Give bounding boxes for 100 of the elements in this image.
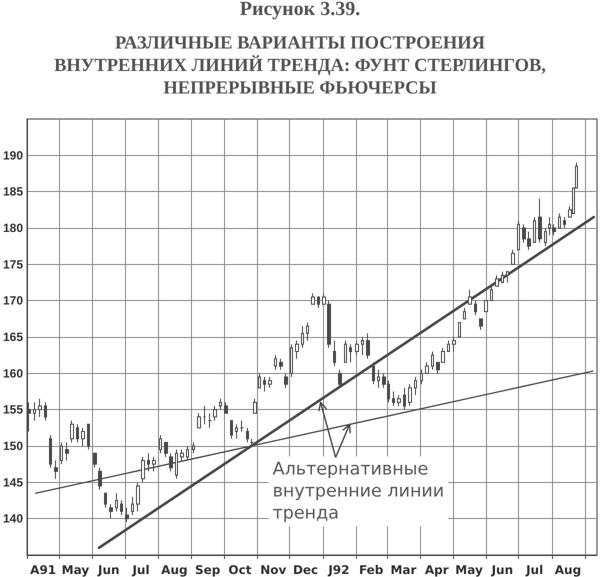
candlestick xyxy=(44,402,47,422)
candlestick xyxy=(366,332,370,360)
y-tick-label: 185 xyxy=(2,184,24,199)
candlestick xyxy=(311,292,315,305)
candlestick xyxy=(338,369,342,388)
candlestick xyxy=(65,442,69,462)
y-tick-label: 140 xyxy=(2,512,24,526)
x-tick-label: A91 xyxy=(30,563,56,577)
candlestick xyxy=(87,424,90,450)
candlestick xyxy=(115,492,118,512)
candlestick xyxy=(203,406,206,425)
candlestick xyxy=(235,424,238,440)
candlestick xyxy=(136,482,140,512)
candlestick xyxy=(147,452,150,472)
candlestick xyxy=(104,492,107,508)
annotation: Альтернативные внутренние линии тренда xyxy=(272,459,444,524)
x-tick-label: Feb xyxy=(358,563,384,577)
x-tick-label: Dec xyxy=(292,563,318,577)
candlestick xyxy=(479,318,483,330)
candlestick xyxy=(240,420,244,432)
candlestick xyxy=(468,289,472,305)
y-tick-label: 150 xyxy=(2,439,24,453)
candlestick xyxy=(301,326,304,348)
candlestick xyxy=(284,372,288,388)
candlestick xyxy=(253,398,257,414)
candlestick xyxy=(447,340,450,352)
candlestick xyxy=(392,391,395,407)
candlestick xyxy=(250,438,254,446)
candlestick xyxy=(120,500,123,516)
candlestick xyxy=(490,286,493,302)
candlestick xyxy=(533,216,536,244)
candlestick xyxy=(159,434,162,454)
candlestick xyxy=(213,406,217,422)
chart-title: Рисунок 3.39. xyxy=(240,0,360,20)
candlestick xyxy=(54,460,58,480)
candlestick xyxy=(558,212,561,228)
x-tick-label: Oct xyxy=(228,563,252,577)
candlestick xyxy=(152,456,156,472)
candlestick xyxy=(279,358,283,370)
candlestick xyxy=(517,220,520,250)
candlestick xyxy=(76,424,79,443)
x-tick-label: Aug xyxy=(554,563,582,577)
y-tick-label: 145 xyxy=(2,475,24,490)
x-tick-label: Nov xyxy=(260,563,287,577)
candlestick xyxy=(501,271,504,283)
x-tick-label: May xyxy=(455,563,483,577)
x-tick-label: Jul xyxy=(525,563,544,577)
y-tick-label: 170 xyxy=(2,294,24,308)
candlestick xyxy=(258,372,261,388)
candlestick xyxy=(290,344,293,378)
y-tick-label: 175 xyxy=(2,257,24,272)
y-tick-label: 160 xyxy=(2,366,24,380)
candlestick xyxy=(333,340,336,367)
candlestick xyxy=(538,198,542,244)
candlestick xyxy=(425,362,429,374)
candlestick xyxy=(420,369,423,385)
candlestick xyxy=(93,452,97,468)
candlestick xyxy=(141,456,145,483)
candlestick xyxy=(60,442,63,465)
candlestick xyxy=(192,442,195,454)
x-tick-label: Jun xyxy=(490,563,514,577)
candlestick xyxy=(361,336,364,356)
candlestick xyxy=(349,344,352,363)
candlestick xyxy=(49,434,52,468)
candlestick xyxy=(403,387,406,410)
candlestick xyxy=(463,307,466,320)
y-tick-label: 165 xyxy=(2,330,24,344)
x-tick-label: Apr xyxy=(424,563,449,577)
candlestick xyxy=(563,216,566,228)
candlestick xyxy=(219,398,222,410)
candlestick xyxy=(484,300,488,312)
y-tick-label: 190 xyxy=(2,148,24,162)
candlestick xyxy=(175,449,178,480)
candlestick xyxy=(131,496,134,516)
x-tick-label: May xyxy=(62,563,90,577)
candlestick xyxy=(372,362,375,385)
candlestick xyxy=(98,467,102,490)
candlestick xyxy=(246,427,249,443)
candlestick xyxy=(33,402,36,422)
candlestick xyxy=(414,376,417,396)
candlestick xyxy=(164,442,168,458)
candlestick xyxy=(186,446,189,462)
candlestick xyxy=(109,504,113,520)
candlestick xyxy=(452,336,456,352)
candlestick xyxy=(208,412,212,428)
candlestick xyxy=(180,449,184,462)
candlestick xyxy=(263,376,266,392)
candlestick xyxy=(511,249,515,265)
x-tick-label: J92 xyxy=(327,563,350,577)
candlestick xyxy=(474,300,477,316)
candlestick xyxy=(344,340,347,363)
candlestick xyxy=(431,351,434,370)
candlestick xyxy=(544,228,547,247)
chart-subtitle: РАЗЛИЧНЫЕ ВАРИАНТЫ ПОСТРОЕНИЯ ВНУТРЕННИХ ЛИНИЙ ТРЕНДА: ФУНТ СТЕРЛИНГОВ, НЕПРЕРЫВНЫЕ ФЬЮЧЕРСЫ xyxy=(54,33,546,98)
candlestick xyxy=(377,369,380,388)
y-tick-label: 180 xyxy=(2,221,24,235)
candlestick xyxy=(70,420,74,443)
candlestick xyxy=(274,354,277,370)
candlestick xyxy=(317,296,320,308)
candlestick xyxy=(458,322,461,338)
